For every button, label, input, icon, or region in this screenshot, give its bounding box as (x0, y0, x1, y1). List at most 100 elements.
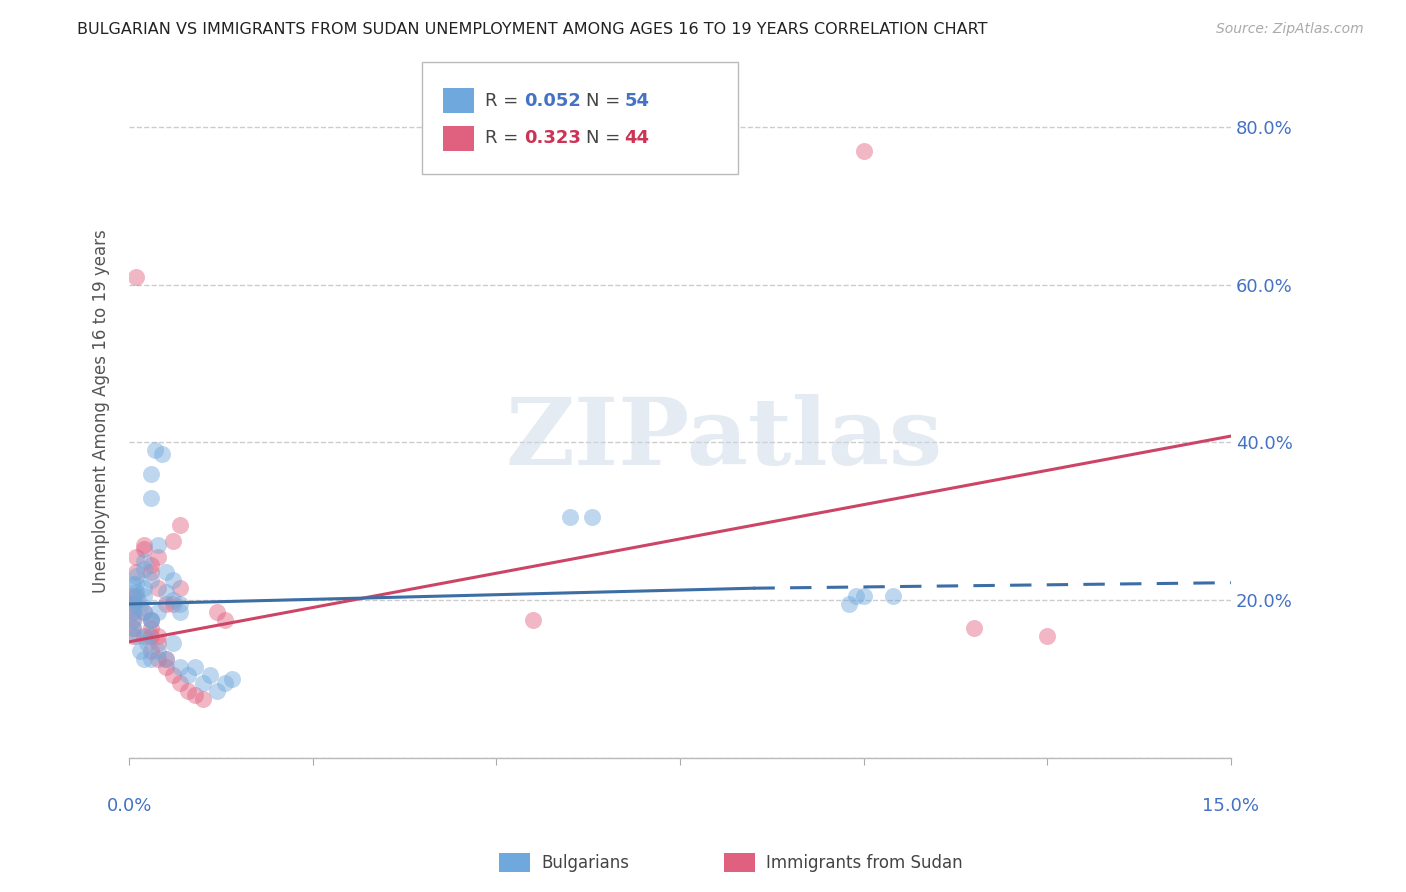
Text: 0.052: 0.052 (524, 92, 581, 110)
Point (125, 585, 148, 599)
Point (184, 688, 207, 702)
Point (139, 467, 162, 481)
Point (1036, 628, 1059, 642)
Point (184, 660, 207, 674)
Point (121, 597, 143, 611)
Text: R =: R = (485, 129, 524, 147)
Point (155, 597, 177, 611)
Point (121, 621, 143, 635)
Point (155, 566, 177, 580)
Point (169, 675, 191, 690)
Point (121, 613, 143, 627)
Point (139, 621, 162, 635)
Point (132, 605, 155, 619)
Point (121, 613, 143, 627)
Point (155, 652, 177, 666)
Point (162, 597, 184, 611)
Point (155, 660, 177, 674)
Text: 0.323: 0.323 (524, 129, 581, 147)
Point (162, 533, 184, 548)
Point (148, 644, 170, 658)
Point (121, 577, 143, 591)
Text: 15.0%: 15.0% (1202, 797, 1260, 814)
Text: 44: 44 (624, 129, 650, 147)
Text: Immigrants from Sudan: Immigrants from Sudan (766, 854, 963, 871)
Point (136, 628, 159, 642)
Point (198, 668, 221, 682)
Point (148, 636, 170, 650)
Point (205, 605, 228, 619)
Point (191, 691, 214, 706)
Point (558, 510, 581, 524)
Point (852, 589, 875, 603)
Text: N =: N = (586, 92, 626, 110)
Point (125, 589, 148, 603)
Point (125, 577, 148, 591)
Point (162, 593, 184, 607)
Text: BULGARIAN VS IMMIGRANTS FROM SUDAN UNEMPLOYMENT AMONG AGES 16 TO 19 YEARS CORREL: BULGARIAN VS IMMIGRANTS FROM SUDAN UNEMP… (77, 22, 988, 37)
Point (125, 628, 148, 642)
Point (127, 593, 149, 607)
Point (132, 541, 155, 556)
Point (125, 269, 148, 284)
Point (121, 605, 143, 619)
Point (121, 589, 143, 603)
Point (852, 144, 875, 158)
Point (139, 574, 162, 588)
Point (132, 605, 155, 619)
Point (845, 589, 868, 603)
Point (148, 605, 170, 619)
Point (191, 675, 214, 690)
Point (132, 652, 155, 666)
Point (143, 443, 166, 458)
Point (121, 605, 143, 619)
Point (132, 589, 155, 603)
Point (205, 683, 228, 698)
Point (169, 605, 191, 619)
Point (177, 668, 200, 682)
Point (148, 628, 170, 642)
Point (139, 613, 162, 627)
Point (139, 613, 162, 627)
Point (132, 554, 155, 568)
Point (162, 574, 184, 588)
Point (162, 636, 184, 650)
Point (169, 660, 191, 674)
Point (125, 549, 148, 564)
Point (136, 636, 159, 650)
Point (139, 566, 162, 580)
Point (129, 644, 152, 658)
Point (522, 613, 544, 627)
Point (121, 597, 143, 611)
Point (169, 597, 191, 611)
Point (214, 675, 236, 690)
Point (139, 628, 162, 642)
Point (132, 538, 155, 552)
Point (162, 668, 184, 682)
Point (148, 652, 170, 666)
Text: Source: ZipAtlas.com: Source: ZipAtlas.com (1216, 22, 1364, 37)
Point (155, 652, 177, 666)
Text: ZIPatlas: ZIPatlas (506, 393, 942, 483)
Point (132, 561, 155, 575)
Text: Bulgarians: Bulgarians (541, 854, 630, 871)
Point (150, 447, 173, 461)
Text: R =: R = (485, 92, 524, 110)
Point (838, 597, 860, 611)
Point (882, 589, 904, 603)
Point (963, 621, 986, 635)
Point (169, 581, 191, 595)
Point (139, 613, 162, 627)
Point (132, 581, 155, 595)
Text: 0.0%: 0.0% (107, 797, 152, 814)
Point (125, 569, 148, 583)
Point (139, 652, 162, 666)
Point (169, 518, 191, 533)
Text: N =: N = (586, 129, 626, 147)
Point (139, 491, 162, 505)
Point (139, 558, 162, 572)
Point (125, 566, 148, 580)
Point (139, 644, 162, 658)
Y-axis label: Unemployment Among Ages 16 to 19 years: Unemployment Among Ages 16 to 19 years (93, 229, 110, 593)
Point (155, 585, 177, 599)
